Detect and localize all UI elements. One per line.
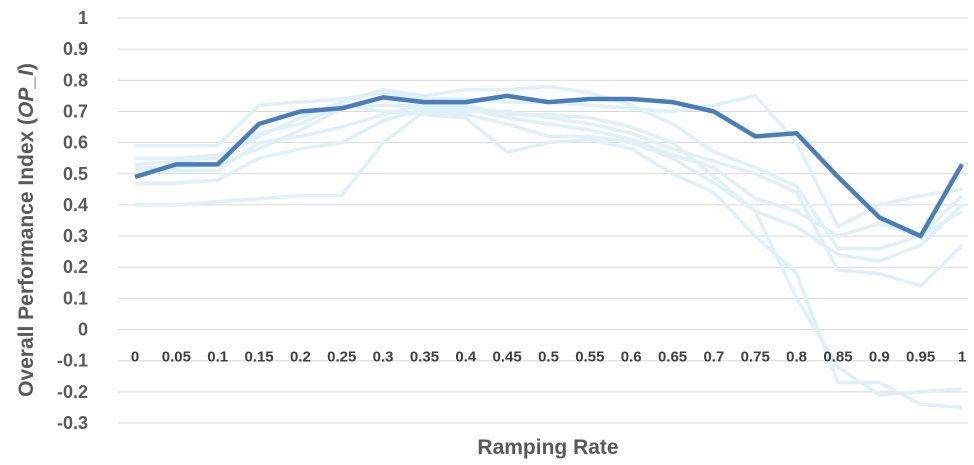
x-axis-ticks: 0 0.05 0.1 0.15 0.2 0.25 0.3 0.35 0.4 0.45 0.5 0.55…	[131, 349, 966, 366]
x-tick-label: 0.25	[327, 349, 356, 366]
x-tick-label: 0.85	[823, 349, 852, 366]
x-tick-label: 0.35	[410, 349, 439, 366]
x-tick-label: 0.3	[373, 349, 394, 366]
y-tick-label: 0.9	[63, 39, 88, 59]
y-tick-label: 0.2	[63, 257, 88, 277]
x-tick-label: 0.75	[741, 349, 770, 366]
highlight-series-line	[134, 93, 964, 239]
y-axis-title: Overall Performance Index (OP_I)	[15, 63, 38, 397]
x-tick-label: 0	[131, 349, 139, 366]
y-tick-label: 0.4	[63, 195, 88, 215]
x-tick-label: 0.55	[575, 349, 604, 366]
y-tick-label: 0.8	[63, 70, 88, 90]
y-tick-label: 0.3	[63, 226, 88, 246]
x-tick-label: 0.95	[906, 349, 935, 366]
x-tick-label: 0.8	[786, 349, 807, 366]
y-tick-label: 1	[78, 8, 88, 28]
y-tick-label: 0	[78, 320, 88, 340]
x-tick-label: 0.15	[244, 349, 273, 366]
y-axis-title-italic: OP_I	[15, 69, 38, 118]
y-axis-title-close: )	[15, 63, 38, 70]
x-tick-label: 0.4	[455, 349, 477, 366]
x-axis-title: Ramping Rate	[477, 436, 618, 459]
background-series-line	[134, 84, 963, 251]
x-tick-label: 0.9	[869, 349, 890, 366]
x-tick-label: 0.45	[493, 349, 522, 366]
y-axis-title-text: Overall Performance Index (	[15, 118, 38, 397]
x-tick-label: 0.6	[621, 349, 642, 366]
x-tick-label: 1	[958, 349, 966, 366]
x-tick-label: 0.65	[658, 349, 687, 366]
y-tick-label: -0.1	[57, 351, 88, 371]
x-tick-label: 0.7	[703, 349, 724, 366]
highlight-series	[134, 93, 964, 239]
x-tick-label: 0.5	[538, 349, 559, 366]
x-tick-label: 0.05	[162, 349, 191, 366]
y-tick-label: 0.7	[63, 101, 88, 121]
background-series-line	[135, 106, 964, 288]
x-tick-label: 0.1	[207, 349, 228, 366]
y-tick-label: -0.3	[57, 413, 88, 433]
y-tick-label: 0.6	[63, 133, 88, 153]
y-axis-ticks: 1 0.9 0.8 0.7 0.6 0.5 0.4 0.3 0.2 0.1 0 -0.1 -0.2 -0.…	[57, 8, 88, 433]
background-series-line	[135, 103, 963, 397]
y-tick-label: -0.2	[57, 382, 88, 402]
y-tick-label: 0.5	[63, 164, 88, 184]
y-tick-label: 0.1	[63, 288, 88, 308]
x-tick-label: 0.2	[290, 349, 311, 366]
